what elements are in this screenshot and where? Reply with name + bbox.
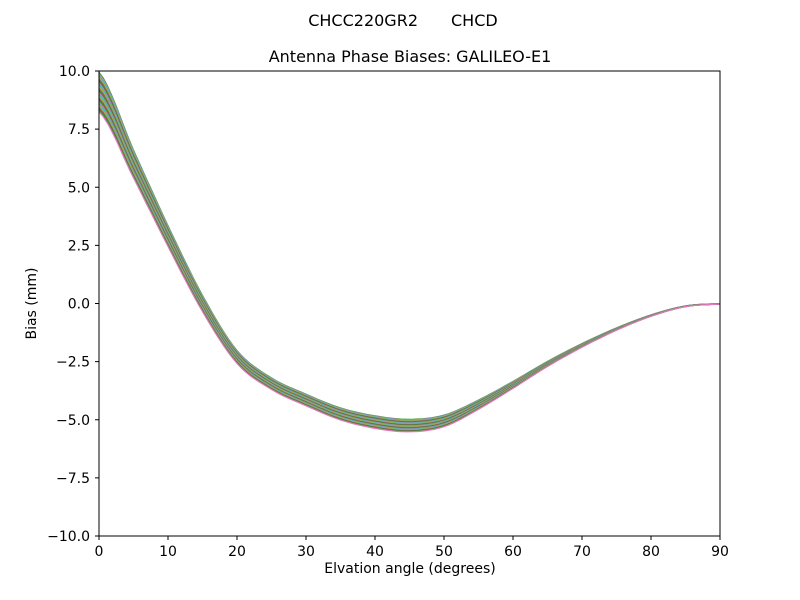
phase-bias-curves xyxy=(99,71,720,433)
phase-bias-curve xyxy=(99,93,720,427)
phase-bias-curve xyxy=(99,105,720,431)
phase-bias-curve xyxy=(99,97,720,428)
y-axis-label: Bias (mm) xyxy=(24,267,40,339)
phase-bias-curve xyxy=(99,92,720,427)
x-tick-label: 30 xyxy=(297,544,315,560)
phase-bias-curve xyxy=(99,76,720,422)
x-tick-label: 50 xyxy=(435,544,453,560)
y-tick-label: 5.0 xyxy=(68,180,90,196)
phase-bias-curve xyxy=(99,89,720,426)
phase-bias-curve xyxy=(99,86,720,425)
phase-bias-curve xyxy=(99,81,720,423)
phase-bias-curve xyxy=(99,98,720,429)
x-tick-label: 10 xyxy=(159,544,177,560)
phase-bias-curve xyxy=(99,100,720,429)
phase-bias-curve xyxy=(99,103,720,430)
suptitle-receiver-code: CHCD xyxy=(451,11,498,30)
y-tick-label: 7.5 xyxy=(68,122,90,138)
y-tick-label: −7.5 xyxy=(56,471,90,487)
x-tick-label: 80 xyxy=(642,544,660,560)
y-tick-label: −10.0 xyxy=(47,529,90,545)
phase-bias-curve xyxy=(99,90,720,426)
x-tick-label: 60 xyxy=(504,544,522,560)
phase-bias-curve xyxy=(99,111,720,433)
phase-bias-curve xyxy=(99,74,720,421)
y-tick-label: 10.0 xyxy=(59,64,90,80)
phase-bias-curve xyxy=(99,84,720,424)
axis-tick-labels: 0 10 20 30 40 50 60 70 80 90 10.0 7.5 5.0 2.5 0.0 −2.5 −… xyxy=(47,64,729,560)
phase-bias-curve xyxy=(99,87,720,425)
x-tick-label: 70 xyxy=(573,544,591,560)
axes-spines xyxy=(98,70,721,537)
y-tick-label: −5.0 xyxy=(56,413,90,429)
suptitle-station-id: CHCC220GR2 xyxy=(308,11,418,30)
phase-bias-curve xyxy=(99,106,720,431)
axis-ticks xyxy=(95,70,721,540)
x-tick-label: 0 xyxy=(95,544,104,560)
y-tick-label: 0.0 xyxy=(68,297,90,313)
phase-bias-curve xyxy=(99,95,720,428)
y-tick-label: 2.5 xyxy=(68,238,90,254)
phase-bias-curve xyxy=(99,101,720,430)
phase-bias-curve xyxy=(99,79,720,423)
x-axis-label: Elvation angle (degrees) xyxy=(324,561,495,577)
phase-bias-curve xyxy=(99,78,720,422)
phase-bias-curve xyxy=(99,109,720,432)
axes-title: Antenna Phase Biases: GALILEO-E1 xyxy=(269,47,552,66)
x-tick-label: 40 xyxy=(366,544,384,560)
phase-bias-curve xyxy=(99,71,720,420)
phase-bias-curve xyxy=(99,73,720,421)
phase-bias-curve xyxy=(99,82,720,424)
x-tick-label: 90 xyxy=(711,544,729,560)
phase-bias-curve xyxy=(99,108,720,432)
y-tick-label: −2.5 xyxy=(56,355,90,371)
x-tick-label: 20 xyxy=(228,544,246,560)
